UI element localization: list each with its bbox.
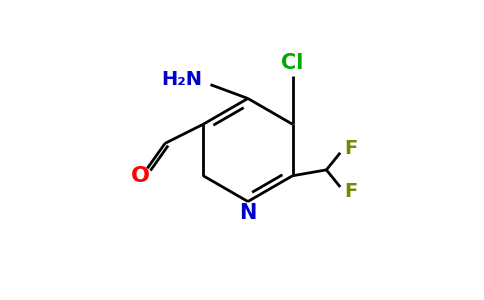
Text: F: F <box>344 139 358 158</box>
Text: N: N <box>239 203 257 223</box>
Text: Cl: Cl <box>281 53 303 73</box>
Text: F: F <box>344 182 358 201</box>
Text: O: O <box>131 166 150 186</box>
Text: H₂N: H₂N <box>161 70 202 89</box>
